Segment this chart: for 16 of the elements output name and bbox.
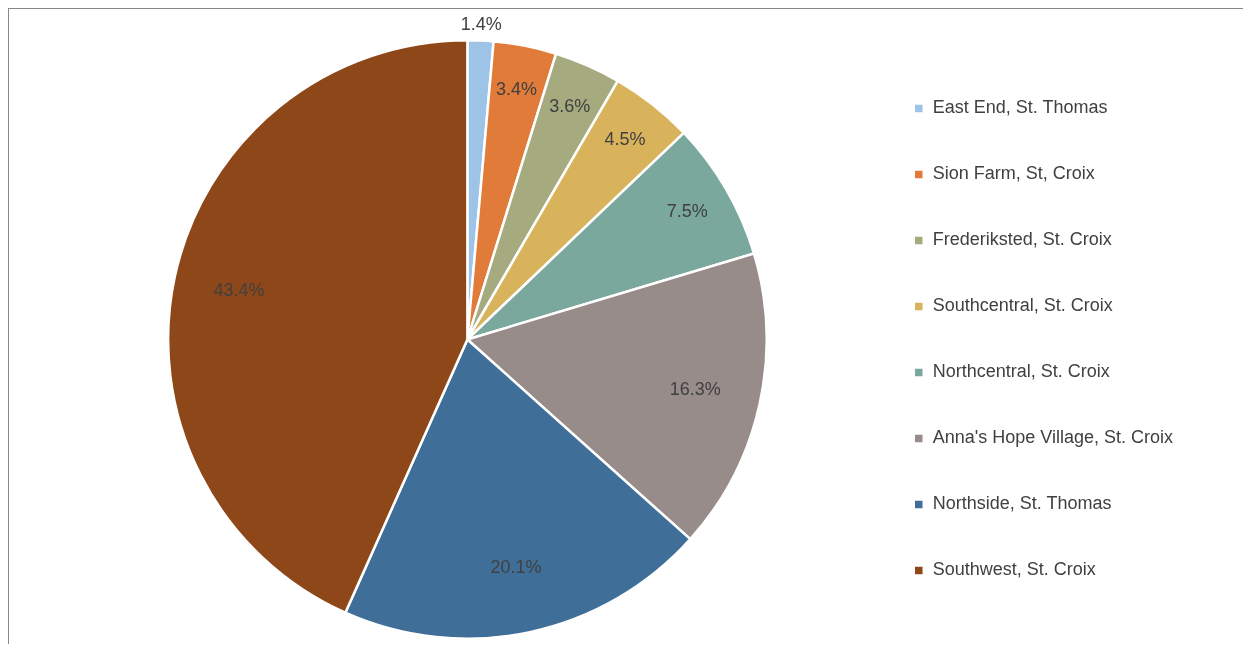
- data-label: 43.4%: [213, 279, 265, 300]
- data-label: 20.1%: [490, 556, 542, 577]
- data-label: 4.5%: [604, 128, 646, 149]
- data-label: 3.6%: [549, 95, 591, 116]
- data-label: 7.5%: [666, 200, 708, 221]
- legend-label: Frederiksted, St. Croix: [932, 229, 1112, 250]
- legend-label: Southcentral, St. Croix: [932, 295, 1113, 316]
- legend-label: Northside, St. Thomas: [932, 493, 1112, 514]
- data-label: 1.4%: [460, 13, 502, 34]
- legend-label: Northcentral, St. Croix: [932, 361, 1110, 382]
- legend-label: Southwest, St. Croix: [932, 559, 1096, 580]
- legend-label: East End, St. Thomas: [932, 97, 1108, 118]
- legend-label: Sion Farm, St, Croix: [932, 163, 1095, 184]
- data-label: 3.4%: [496, 78, 538, 99]
- legend-label: Anna's Hope Village, St. Croix: [932, 427, 1173, 448]
- data-label: 16.3%: [669, 379, 721, 400]
